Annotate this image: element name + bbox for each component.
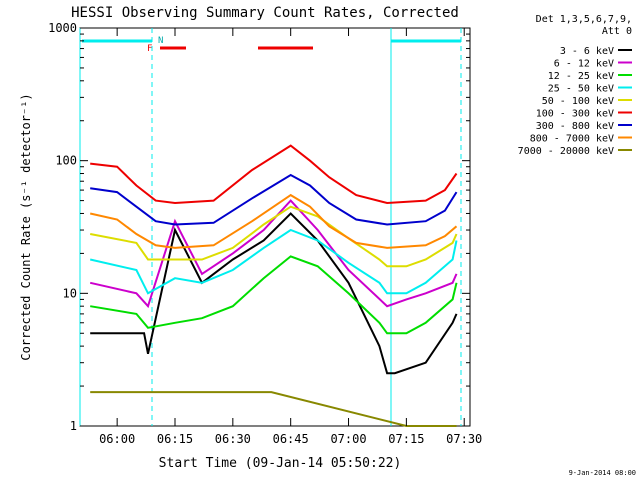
series-line-2 [90, 255, 458, 335]
x-tick-label-0: 06:00 [99, 432, 135, 446]
series-line-4 [90, 205, 458, 268]
y-tick-label-0: 1 [70, 419, 77, 433]
y-axis-label: Corrected Count Rate (s⁻¹ detector⁻¹) [19, 93, 33, 360]
y-tick-label-3: 1000 [48, 21, 77, 35]
legend-label-3: 25 - 50 keV [548, 84, 614, 95]
marker-n: N [158, 36, 163, 46]
legend-label-0: 3 - 6 keV [560, 46, 614, 57]
series-line-8 [90, 391, 457, 427]
chart-title: HESSI Observing Summary Count Rates, Cor… [71, 5, 459, 21]
series-line-5 [90, 144, 458, 205]
plot-area [79, 27, 471, 427]
x-tick-label-1: 06:15 [157, 432, 193, 446]
x-tick-label-3: 06:45 [273, 432, 309, 446]
y-tick-label-1: 10 [63, 286, 77, 300]
attenuator-bars: N F [82, 36, 461, 54]
legend-label-6: 300 - 800 keV [536, 121, 614, 132]
x-axis-label: Start Time (09-Jan-14 05:50:22) [159, 456, 402, 471]
legend-label-8: 7000 - 20000 keV [518, 146, 614, 157]
legend-label-7: 800 - 7000 keV [530, 134, 614, 145]
date-stamp: 9-Jan-2014 08:00 [569, 469, 636, 477]
x-tick-label-6: 07:30 [446, 432, 482, 446]
legend-header-0: Det 1,3,5,6,7,9, [536, 14, 632, 25]
series-line-1 [89, 199, 458, 309]
legend: Det 1,3,5,6,7,9,Att 0 3 - 6 keV 6 - 12 keV… [518, 14, 632, 157]
axis-layer: 06:00 06:15 06:30 06:45 07:00 07:15 07:30 1 10 10… [48, 21, 482, 446]
legend-header-1: Att 0 [602, 26, 632, 37]
series-line-3 [89, 228, 458, 295]
marker-f: F [147, 44, 152, 54]
x-tick-label-5: 07:15 [388, 432, 424, 446]
series-layer [89, 144, 458, 427]
y-tick-label-2: 100 [55, 154, 77, 168]
x-tick-label-4: 07:00 [330, 432, 366, 446]
series-line-6 [90, 173, 458, 226]
legend-label-1: 6 - 12 keV [554, 59, 614, 70]
legend-label-2: 12 - 25 keV [548, 71, 614, 82]
series-line-0 [90, 212, 458, 375]
legend-label-5: 100 - 300 keV [536, 109, 614, 120]
x-tick-label-2: 06:30 [215, 432, 251, 446]
series-line-7 [89, 193, 458, 249]
reference-lines [79, 28, 462, 426]
legend-label-4: 50 - 100 keV [542, 96, 614, 107]
